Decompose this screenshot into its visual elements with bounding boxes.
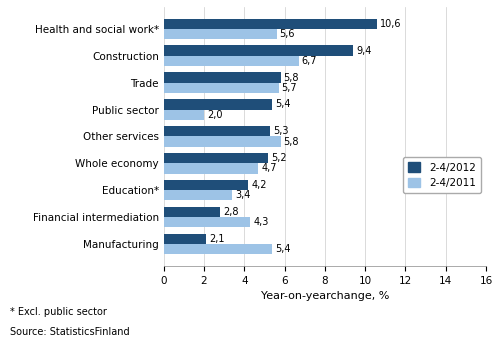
Bar — [164, 72, 281, 83]
Text: 6,7: 6,7 — [302, 56, 317, 66]
Text: 5,4: 5,4 — [275, 99, 291, 109]
Bar — [164, 29, 277, 39]
Bar — [164, 190, 232, 201]
Bar — [164, 56, 299, 66]
Text: 10,6: 10,6 — [380, 19, 402, 29]
Text: 4,7: 4,7 — [261, 163, 277, 174]
Text: 2,1: 2,1 — [209, 234, 225, 244]
Text: * Excl. public sector: * Excl. public sector — [10, 307, 107, 317]
Bar — [164, 207, 220, 217]
Legend: 2-4/2012, 2-4/2011: 2-4/2012, 2-4/2011 — [403, 157, 481, 193]
Text: 5,7: 5,7 — [282, 83, 297, 93]
Text: 4,3: 4,3 — [253, 217, 269, 227]
Bar — [164, 136, 281, 147]
Bar — [164, 217, 250, 227]
Bar — [164, 19, 377, 29]
Bar — [164, 163, 258, 174]
Text: 5,3: 5,3 — [273, 126, 289, 136]
Text: 9,4: 9,4 — [356, 46, 372, 56]
Text: 5,4: 5,4 — [275, 244, 291, 254]
Text: 5,8: 5,8 — [284, 136, 299, 147]
Text: Source: StatisticsFinland: Source: StatisticsFinland — [10, 327, 129, 337]
Bar — [164, 153, 268, 163]
Bar — [164, 234, 206, 244]
Bar — [164, 83, 279, 93]
Bar — [164, 126, 270, 136]
X-axis label: Year-on-yearchange, %: Year-on-yearchange, % — [261, 291, 389, 301]
Text: 4,2: 4,2 — [251, 180, 267, 190]
Bar — [164, 244, 272, 254]
Text: 2,0: 2,0 — [207, 109, 223, 120]
Text: 5,8: 5,8 — [284, 73, 299, 83]
Text: 5,2: 5,2 — [271, 153, 287, 163]
Text: 3,4: 3,4 — [235, 190, 250, 200]
Bar — [164, 45, 353, 56]
Bar — [164, 99, 272, 109]
Text: 2,8: 2,8 — [223, 207, 239, 217]
Bar — [164, 109, 204, 120]
Bar — [164, 180, 248, 190]
Text: 5,6: 5,6 — [280, 29, 295, 39]
